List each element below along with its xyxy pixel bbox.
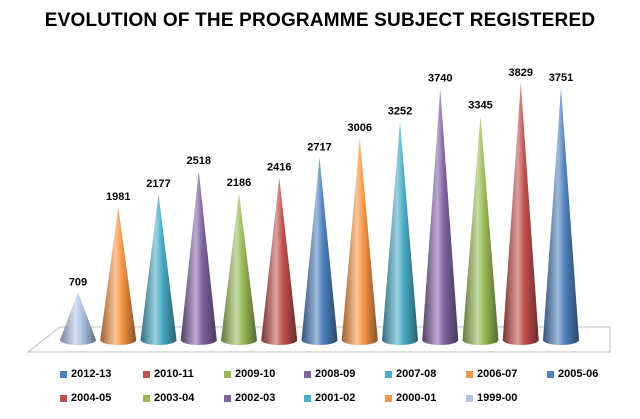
legend-label: 2000-01 (396, 392, 437, 404)
legend-swatch (466, 370, 473, 378)
data-label-1999-00: 709 (69, 276, 87, 288)
bar-2001-02 (140, 193, 177, 345)
legend-item-1999-00: 1999-00 (466, 392, 517, 404)
bar-2012-13 (543, 88, 579, 346)
data-label-2010-11: 3829 (509, 67, 533, 79)
legend-swatch (224, 370, 231, 378)
bar-2003-04 (221, 193, 257, 345)
legend-label: 2010-11 (154, 368, 194, 380)
legend-item-2000-01: 2000-01 (385, 392, 436, 404)
data-label-2005-06: 2717 (307, 141, 331, 153)
legend-item-2008-09: 2008-09 (304, 368, 355, 380)
legend-item-2003-04: 2003-04 (143, 392, 194, 404)
legend-swatch (385, 370, 392, 378)
legend-label: 2005-06 (558, 368, 599, 380)
legend-item-2006-07: 2006-07 (466, 368, 517, 380)
bar-2006-07 (341, 138, 378, 345)
legend-label: 2004-05 (71, 392, 112, 404)
legend-item-2007-08: 2007-08 (385, 368, 436, 380)
chart-title: EVOLUTION OF THE PROGRAMME SUBJECT REGIS… (44, 10, 596, 31)
legend-swatch (143, 370, 150, 378)
data-label-2008-09: 3740 (428, 73, 452, 85)
legend-item-2001-02: 2001-02 (304, 392, 355, 404)
legend-swatch (466, 394, 473, 402)
legend-label: 2008-09 (315, 368, 356, 380)
data-label-2012-13: 3751 (549, 72, 573, 84)
bar-2002-03 (180, 170, 217, 345)
bar-2007-08 (382, 121, 418, 345)
legend-swatch (224, 394, 231, 402)
data-label-2001-02: 2177 (146, 178, 170, 190)
legend-swatch (60, 370, 67, 378)
data-label-2006-07: 3006 (348, 122, 372, 134)
data-label-2009-10: 3345 (468, 99, 492, 111)
legend-label: 2001-02 (315, 392, 356, 404)
legend-swatch (60, 394, 67, 402)
legend-swatch (143, 394, 150, 402)
bar-2004-05 (261, 177, 298, 345)
legend-item-2004-05: 2004-05 (60, 392, 111, 404)
legend-swatch (304, 394, 311, 402)
legend-label: 1999-00 (477, 392, 518, 404)
legend-item-2002-03: 2002-03 (224, 392, 275, 404)
legend-label: 2012-13 (71, 368, 112, 380)
bar-1999-00 (60, 292, 96, 345)
data-label-2004-05: 2416 (267, 162, 291, 174)
legend-swatch (385, 394, 392, 402)
legend-label: 2007-08 (396, 368, 437, 380)
bar-2000-01 (100, 206, 137, 345)
legend-swatch (304, 370, 311, 378)
bar-2009-10 (462, 115, 499, 346)
data-label-2003-04: 2186 (227, 177, 251, 189)
legend-label: 2006-07 (477, 368, 518, 380)
data-label-2007-08: 3252 (388, 106, 412, 118)
legend-item-2010-11: 2010-11 (143, 368, 194, 380)
bar-2005-06 (301, 157, 338, 345)
legend-label: 2009-10 (235, 368, 276, 380)
bar-2010-11 (502, 82, 539, 345)
legend-item-2005-06: 2005-06 (547, 368, 598, 380)
legend-swatch (547, 370, 554, 378)
bar-2008-09 (422, 88, 459, 345)
data-label-2000-01: 1981 (106, 191, 130, 203)
legend-item-2009-10: 2009-10 (224, 368, 275, 380)
legend-label: 2003-04 (154, 392, 195, 404)
legend-item-2012-13: 2012-13 (60, 368, 111, 380)
legend-label: 2002-03 (235, 392, 276, 404)
data-label-2002-03: 2518 (187, 155, 211, 167)
